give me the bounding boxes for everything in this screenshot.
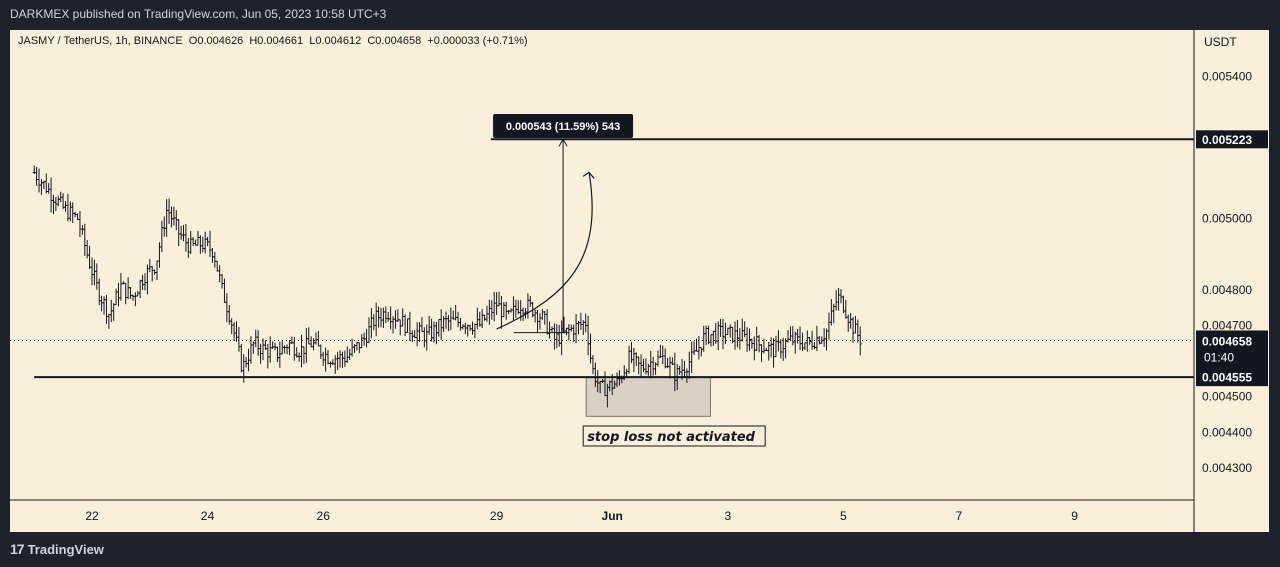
tradingview-logo-icon: 17 xyxy=(10,541,25,557)
currency-label: USDT xyxy=(1204,35,1237,49)
x-tick-label: 3 xyxy=(724,509,731,523)
target-price-tag xyxy=(1196,130,1268,149)
target-price-label: 0.005223 xyxy=(1202,133,1252,147)
projection-curve xyxy=(496,172,593,330)
x-tick-label: 22 xyxy=(85,509,99,523)
x-tick-label: 26 xyxy=(317,509,331,523)
x-tick-label: Jun xyxy=(602,509,623,523)
support-price-label: 0.004555 xyxy=(1202,371,1252,385)
measure-label-box xyxy=(493,114,634,138)
y-tick-label: 0.005400 xyxy=(1202,69,1252,83)
publisher-line: DARKMEX published on TradingView.com, Ju… xyxy=(10,7,387,21)
y-tick-label: 0.005000 xyxy=(1202,212,1252,226)
last-price-label: 0.004658 xyxy=(1202,334,1252,348)
bar-countdown: 01:40 xyxy=(1204,350,1234,364)
projection-arrow-head xyxy=(582,171,595,179)
last-price-tag xyxy=(1196,330,1268,369)
x-tick-label: 5 xyxy=(840,509,847,523)
annotation-box xyxy=(582,425,766,447)
measure-label: 0.000543 (11.59%) 543 xyxy=(506,121,620,133)
y-tick-label: 0.004800 xyxy=(1202,283,1252,297)
annotation-text: stop loss not activated xyxy=(587,430,755,445)
x-tick-label: 9 xyxy=(1071,509,1078,523)
y-tick-label: 0.004700 xyxy=(1202,319,1252,333)
measure-arrow-head xyxy=(558,138,568,147)
tradingview-logo-text: TradingView xyxy=(27,541,104,557)
symbol-legend: JASMY / TetherUS, 1h, BINANCE O0.004626 … xyxy=(18,35,528,47)
y-tick-label: 0.004500 xyxy=(1202,390,1252,404)
y-tick-label: 0.004400 xyxy=(1202,425,1252,439)
x-tick-label: 24 xyxy=(201,509,215,523)
x-tick-label: 29 xyxy=(490,509,504,523)
tradingview-logo[interactable]: 17 TradingView xyxy=(10,539,104,559)
support-price-tag xyxy=(1196,368,1268,387)
x-tick-label: 7 xyxy=(956,509,963,523)
candles-group xyxy=(32,165,862,408)
y-tick-label: 0.004300 xyxy=(1202,461,1252,475)
